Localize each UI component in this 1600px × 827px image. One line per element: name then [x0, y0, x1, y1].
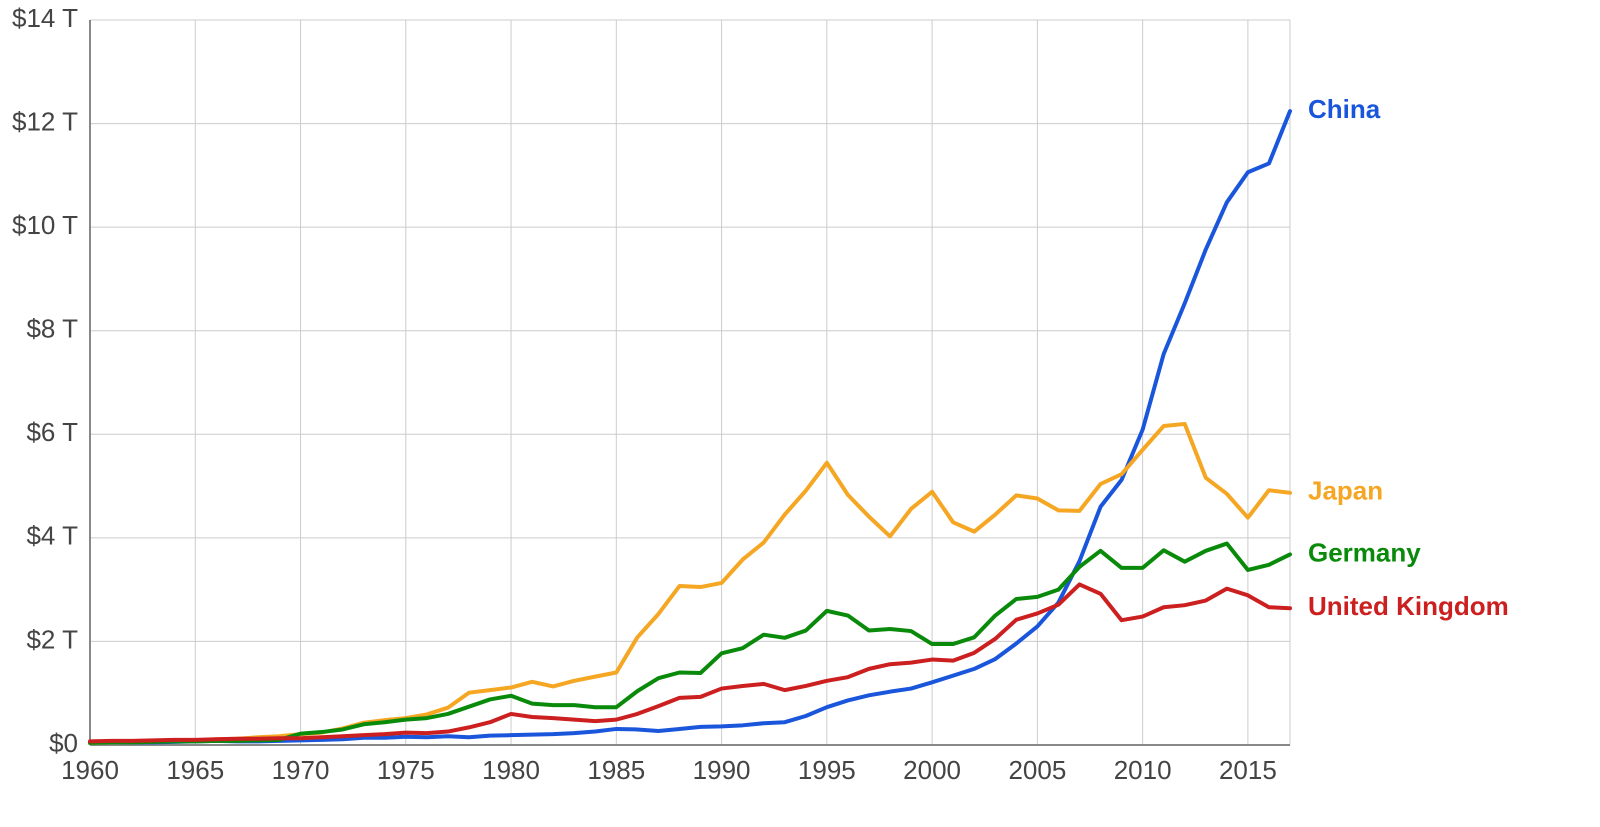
y-tick-label: $14 T — [12, 3, 78, 33]
series-label-japan: Japan — [1308, 476, 1383, 506]
gdp-line-chart: $0 $2 T $4 T $6 T $8 T $10 T $12 T $14 T 1960 196… — [0, 0, 1600, 827]
y-tick-label: $12 T — [12, 106, 78, 136]
x-tick-label: 2000 — [903, 755, 961, 785]
x-tick-label: 1995 — [798, 755, 856, 785]
x-tick-label: 1980 — [482, 755, 540, 785]
y-tick-label: $0 — [49, 728, 78, 758]
y-tick-label: $2 T — [26, 624, 78, 654]
x-tick-label: 1985 — [587, 755, 645, 785]
x-tick-label: 2015 — [1219, 755, 1277, 785]
series-label-united-kingdom: United Kingdom — [1308, 591, 1509, 621]
x-tick-label: 1965 — [166, 755, 224, 785]
x-tick-label: 1960 — [61, 755, 119, 785]
x-tick-label: 1990 — [693, 755, 751, 785]
y-tick-label: $8 T — [26, 314, 78, 344]
y-tick-label: $10 T — [12, 210, 78, 240]
y-tick-label: $6 T — [26, 417, 78, 447]
chart-svg: $0 $2 T $4 T $6 T $8 T $10 T $12 T $14 T 1960 196… — [0, 0, 1600, 827]
series-label-china: China — [1308, 94, 1381, 124]
series-label-germany: Germany — [1308, 537, 1421, 567]
y-tick-label: $4 T — [26, 521, 78, 551]
x-tick-label: 1970 — [272, 755, 330, 785]
x-tick-label: 1975 — [377, 755, 435, 785]
x-tick-label: 2010 — [1114, 755, 1172, 785]
x-tick-label: 2005 — [1008, 755, 1066, 785]
